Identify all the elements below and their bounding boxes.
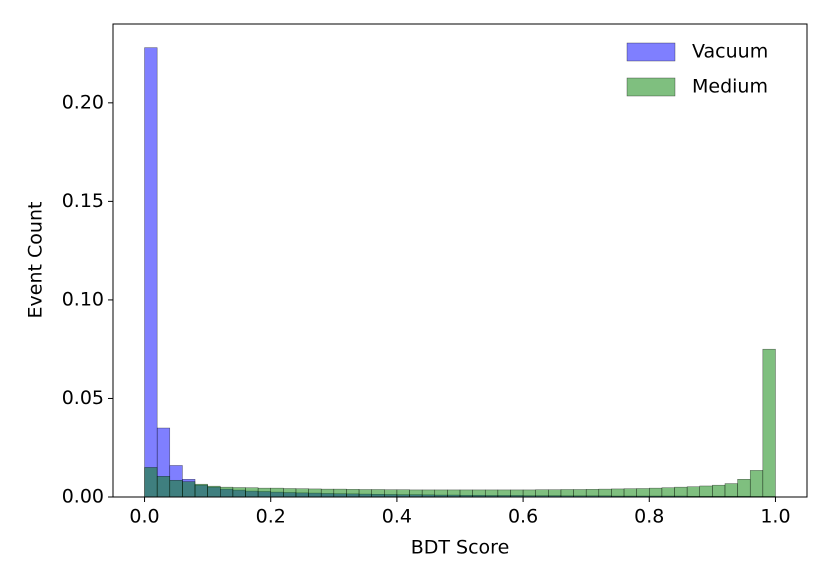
bar: [295, 488, 309, 498]
legend-label: Medium: [692, 76, 768, 98]
bar: [434, 489, 448, 498]
bar: [245, 487, 259, 498]
bar: [686, 486, 700, 498]
bar: [207, 485, 221, 498]
bar: [484, 489, 499, 498]
x-tick-label: 0.6: [508, 506, 538, 528]
y-tick-label: 0.05: [62, 387, 104, 409]
bar: [358, 489, 372, 498]
bar: [510, 489, 524, 498]
bar: [257, 487, 271, 498]
bar: [144, 467, 158, 498]
bar: [636, 488, 650, 498]
bar: [585, 489, 600, 498]
legend-swatch: [626, 77, 676, 97]
y-tick-label: 0.20: [62, 91, 104, 113]
bar: [169, 479, 183, 498]
bar: [194, 483, 208, 498]
x-tick-label: 0.0: [129, 506, 159, 528]
bar: [409, 489, 423, 498]
bar: [371, 489, 385, 498]
bar: [144, 47, 158, 498]
bar: [712, 484, 726, 498]
x-tick-label: 1.0: [760, 506, 790, 528]
bar: [346, 489, 360, 498]
bar: [724, 483, 738, 498]
bar: [447, 489, 461, 498]
bar: [762, 348, 776, 498]
bar: [560, 489, 574, 498]
bar: [674, 486, 688, 498]
bar: [308, 488, 322, 498]
bar: [270, 487, 284, 498]
bar: [737, 479, 751, 498]
y-tick-label: 0.10: [62, 288, 104, 310]
bar: [232, 487, 246, 498]
bar: [497, 489, 511, 498]
y-tick-label: 0.15: [62, 190, 104, 212]
y-tick-label: 0.00: [62, 486, 104, 508]
bar: [459, 489, 473, 498]
bar: [396, 489, 410, 498]
bar: [156, 476, 171, 498]
x-axis-label: BDT Score: [411, 537, 510, 559]
bar: [623, 488, 637, 498]
bar: [283, 488, 297, 498]
legend-swatch: [626, 42, 676, 62]
x-tick-label: 0.8: [634, 506, 664, 528]
legend-label: Vacuum: [692, 41, 768, 63]
bar: [661, 487, 675, 498]
bar: [573, 489, 587, 498]
y-axis-label: Event Count: [25, 202, 47, 319]
bar: [182, 481, 196, 498]
bar: [535, 489, 549, 498]
x-tick-label: 0.4: [382, 506, 412, 528]
bar: [220, 486, 234, 498]
bar: [522, 489, 536, 498]
bar: [598, 488, 612, 498]
bar: [421, 489, 436, 498]
bar: [472, 489, 486, 498]
bar: [333, 488, 347, 498]
bar: [649, 487, 663, 498]
bar: [548, 489, 562, 498]
plot-frame: [112, 23, 808, 498]
x-tick-label: 0.2: [256, 506, 286, 528]
bar: [699, 485, 713, 498]
bar: [611, 488, 625, 498]
bar: [384, 489, 398, 498]
bar: [320, 488, 335, 498]
bar: [749, 470, 764, 498]
